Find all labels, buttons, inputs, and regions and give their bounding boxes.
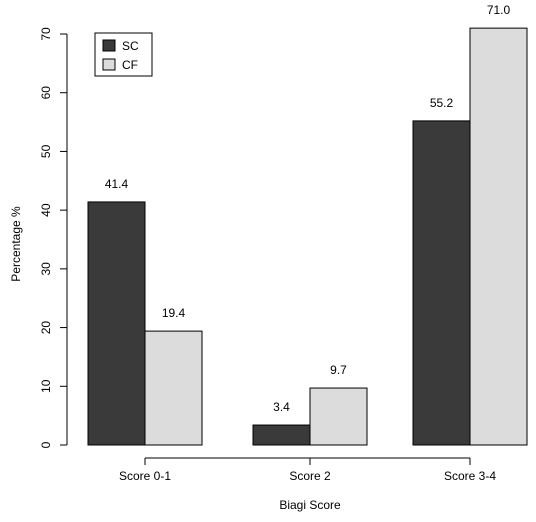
legend-label-sc: SC [122,39,139,53]
x-axis: Score 0-1 Score 2 Score 3-4 [119,457,496,483]
bar-sc [412,120,471,446]
x-tick-label: Score 3-4 [444,469,496,483]
bar-cf [309,387,368,446]
y-axis: 0 10 20 30 40 50 60 70 [39,27,68,448]
bars: 41.4 19.4 3.4 9.7 55.2 71.0 [87,3,528,446]
value-label: 3.4 [273,400,290,414]
legend-label-cf: CF [122,58,138,72]
value-label: 19.4 [162,306,186,320]
bar-cf [469,27,528,446]
y-tick-label: 20 [39,321,53,335]
legend: SC CF [94,32,153,77]
value-label: 9.7 [330,363,347,377]
bar-sc [87,201,146,446]
x-axis-title: Biagi Score [279,498,341,512]
bar-cf [144,330,203,446]
x-tick-label: Score 2 [289,469,331,483]
y-tick-label: 60 [39,86,53,100]
y-tick-label: 50 [39,144,53,158]
y-tick-label: 0 [39,441,53,448]
y-tick-label: 30 [39,262,53,276]
y-tick-label: 40 [39,203,53,217]
y-axis-title: Percentage % [9,206,23,282]
bar-sc [252,424,311,446]
value-label: 71.0 [487,3,511,17]
legend-swatch-sc [102,39,116,52]
x-tick-label: Score 0-1 [119,469,171,483]
y-tick-label: 10 [39,379,53,393]
value-label: 41.4 [105,177,129,191]
legend-swatch-cf [102,58,116,71]
value-label: 55.2 [430,96,454,110]
y-tick-label: 70 [39,27,53,41]
